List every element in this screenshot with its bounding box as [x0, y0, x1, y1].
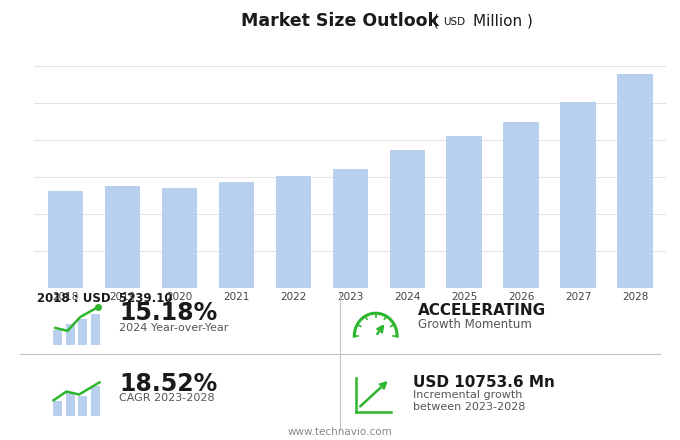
Bar [66, 393, 75, 416]
Bar [560, 102, 596, 288]
Bar [218, 182, 254, 288]
Text: Incremental growth
between 2023-2028: Incremental growth between 2023-2028 [413, 390, 525, 412]
Text: (: ( [433, 13, 439, 28]
Text: www.technavio.com: www.technavio.com [288, 427, 392, 437]
Bar [91, 386, 100, 416]
Bar [78, 319, 87, 345]
Text: 2018 : USD  5239.10: 2018 : USD 5239.10 [37, 292, 173, 305]
Bar [162, 188, 197, 288]
Bar [447, 136, 482, 288]
Bar [275, 176, 311, 288]
Bar [105, 186, 140, 288]
Text: 15.18%: 15.18% [119, 301, 217, 325]
Text: CAGR 2023-2028: CAGR 2023-2028 [119, 393, 215, 403]
Text: 2024 Year-over-Year: 2024 Year-over-Year [119, 323, 228, 333]
Bar [53, 330, 62, 345]
Bar [91, 314, 100, 345]
Bar [390, 150, 425, 288]
Text: 18.52%: 18.52% [119, 372, 217, 396]
Bar [503, 122, 539, 288]
Bar [48, 191, 83, 288]
Bar [53, 401, 62, 416]
Text: Market Size Outlook: Market Size Outlook [241, 12, 439, 29]
Bar [617, 74, 653, 288]
Bar [333, 169, 368, 288]
Text: ACCELERATING: ACCELERATING [418, 303, 546, 318]
Text: Million ): Million ) [473, 13, 532, 28]
Text: Growth Momentum: Growth Momentum [418, 318, 532, 331]
Text: USD 10753.6 Mn: USD 10753.6 Mn [413, 375, 555, 390]
Bar [66, 324, 75, 345]
Bar [78, 396, 87, 416]
Text: USD: USD [443, 17, 465, 26]
